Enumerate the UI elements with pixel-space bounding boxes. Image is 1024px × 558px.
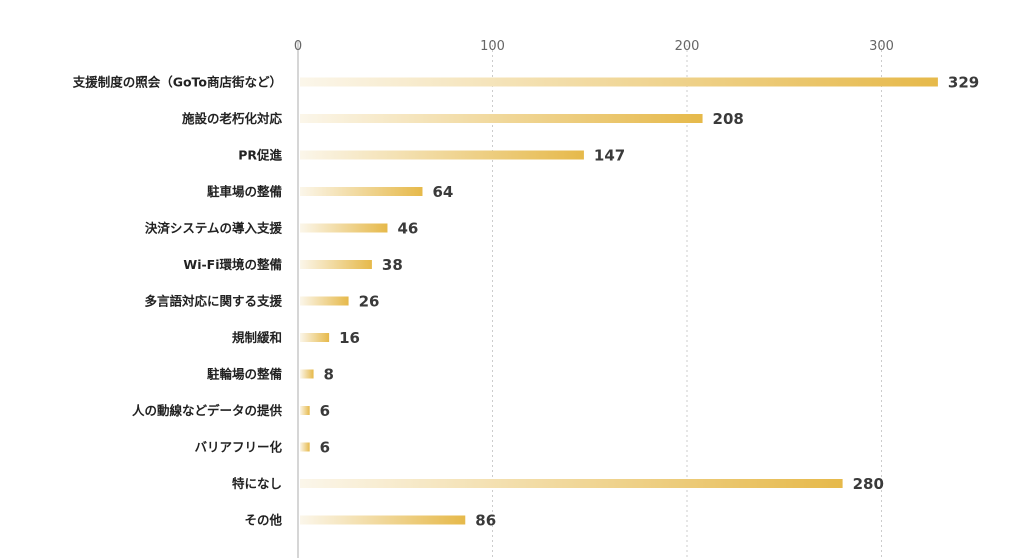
value-label: 6 [320,402,330,420]
bars [300,77,938,525]
x-tick-label: 100 [480,39,505,54]
category-label: 特になし [232,476,282,491]
category-label: 施設の老朽化対応 [182,111,283,126]
category-label: Wi-Fi環境の整備 [183,257,282,272]
value-label: 38 [382,256,403,274]
grid-lines [297,40,882,558]
category-label: PR促進 [238,148,282,163]
x-tick-label: 0 [294,39,302,54]
bar [300,187,423,196]
value-label: 26 [359,293,380,311]
bar [300,406,310,415]
value-label: 46 [397,220,418,238]
category-label: 人の動線などデータの提供 [132,403,283,418]
value-label: 6 [320,439,330,457]
category-label: バリアフリー化 [194,440,282,455]
category-label: その他 [244,513,282,528]
x-axis-ticks: 0 100 200 300 [294,39,894,54]
category-labels: 支援制度の照会（GoTo商店街など） 施設の老朽化対応 PR促進駐車場の整備決済シス… [72,75,283,528]
bar [300,479,843,488]
category-label: 規制緩和 [232,330,282,345]
value-label: 8 [324,366,334,384]
category-label: 多言語対応に関する支援 [144,294,282,309]
bar [300,369,314,379]
value-label: 64 [432,183,453,201]
bar [300,150,584,160]
value-label: 16 [339,329,360,347]
category-label: 決済システムの導入支援 [145,221,283,236]
category-label: 支援制度の照会（GoTo商店街など） [72,75,282,90]
x-tick-label: 300 [869,39,894,54]
value-label: 147 [594,147,625,165]
bar [300,77,938,87]
bar [300,333,330,342]
value-label: 280 [853,475,884,493]
category-label: 駐車場の整備 [207,184,283,199]
bar [300,114,703,123]
bar [300,223,388,233]
value-label: 329 [948,74,979,92]
bar [300,515,466,525]
value-label: 208 [713,110,744,128]
bar [300,296,349,306]
category-label: 駐輪場の整備 [207,367,283,382]
bar [300,442,310,452]
bar [300,260,372,269]
value-label: 86 [475,512,496,530]
x-tick-label: 200 [675,39,700,54]
